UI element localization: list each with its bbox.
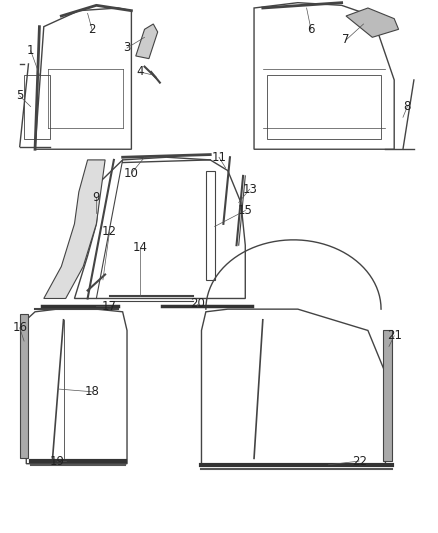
Text: 5: 5 [16, 90, 23, 102]
Text: 19: 19 [49, 455, 64, 467]
Polygon shape [346, 8, 399, 37]
Text: 2: 2 [88, 23, 96, 36]
Text: 1: 1 [27, 44, 35, 57]
Polygon shape [44, 160, 105, 298]
Text: 10: 10 [124, 167, 139, 180]
Text: 13: 13 [242, 183, 257, 196]
Text: 12: 12 [102, 225, 117, 238]
Text: 15: 15 [238, 204, 253, 217]
Text: 16: 16 [12, 321, 27, 334]
Text: 22: 22 [352, 455, 367, 467]
Text: 20: 20 [190, 297, 205, 310]
Text: 14: 14 [133, 241, 148, 254]
Text: 9: 9 [92, 191, 100, 204]
Text: 17: 17 [102, 300, 117, 313]
Text: 8: 8 [404, 100, 411, 113]
Text: 6: 6 [307, 23, 315, 36]
Text: 18: 18 [85, 385, 99, 398]
Text: 3: 3 [124, 42, 131, 54]
Polygon shape [383, 330, 392, 461]
Polygon shape [136, 24, 158, 59]
Text: 4: 4 [136, 66, 144, 78]
Text: 11: 11 [212, 151, 226, 164]
Text: 21: 21 [387, 329, 402, 342]
Text: 7: 7 [342, 34, 350, 46]
Polygon shape [20, 314, 28, 458]
